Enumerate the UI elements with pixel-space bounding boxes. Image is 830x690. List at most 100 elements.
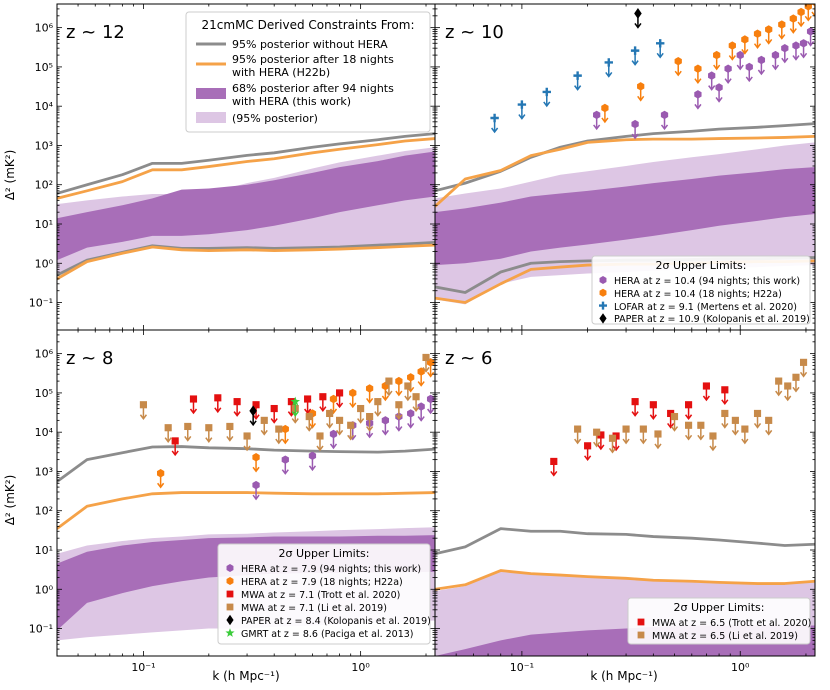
limit-marker: [233, 398, 241, 406]
legend-z10-item-3: LOFAR at z = 9.1 (Mertens et al. 2020): [614, 302, 797, 313]
limit-marker: [713, 50, 721, 60]
limit-arrow-head: [781, 57, 789, 64]
limit-arrow-head: [753, 43, 762, 49]
limit-marker: [728, 41, 736, 50]
limits-legend-z6-title: 2σ Upper Limits:: [674, 601, 765, 614]
limits-legend-z6: 2σ Upper Limits: MWA at z = 6.5 (Trott e…: [627, 597, 811, 645]
limit-arrow-head: [709, 445, 717, 452]
limit-marker: [604, 58, 613, 67]
limit-marker: [771, 50, 780, 60]
x-axis-label-right: k (h Mpc⁻¹): [590, 669, 657, 683]
limit-marker: [407, 409, 415, 418]
limit-arrow-head: [214, 407, 222, 414]
limit-marker: [326, 409, 334, 418]
limit-marker: [308, 451, 317, 461]
limit-marker: [799, 39, 808, 48]
limit-arrow-head: [775, 390, 783, 397]
panel-plot-area: [57, 132, 435, 281]
x-tick-label: 10⁰: [351, 661, 370, 674]
limit-arrow-head: [741, 49, 749, 55]
limit-marker: [252, 480, 260, 490]
limit-arrow-head: [184, 436, 192, 442]
limit-marker: [649, 401, 657, 409]
limit-arrow-head: [792, 386, 800, 393]
legend-marker: [226, 590, 234, 598]
limit-arrow-head: [631, 411, 639, 417]
line-gray-posterior: [57, 132, 435, 195]
limit-marker: [674, 56, 682, 66]
limit-arrow-head: [157, 482, 165, 489]
limit-marker: [329, 429, 338, 439]
limit-marker: [708, 71, 716, 80]
limit-marker: [593, 428, 601, 436]
limit-marker: [205, 424, 213, 432]
limit-marker: [656, 39, 665, 48]
limit-marker: [164, 424, 172, 432]
limit-marker: [417, 402, 425, 411]
legend-swatch-purple: [196, 88, 226, 99]
limit-marker: [792, 373, 800, 381]
limit-arrow-head: [305, 426, 313, 432]
limit-arrow-head: [404, 395, 412, 402]
legend-marker: [637, 618, 645, 626]
panel-frame: [434, 329, 816, 657]
limit-arrow-head: [335, 402, 344, 409]
limit-arrow-head: [395, 414, 403, 420]
limit-arrow-head: [797, 21, 805, 28]
legend-z8-item-2: HERA at z = 7.9 (18 nights; H22a): [241, 577, 403, 588]
limit-arrow-head: [335, 429, 344, 436]
limit-marker: [287, 398, 295, 406]
main-legend: 21cmMC Derived Constraints From: 95% pos…: [185, 11, 431, 133]
y-tick-label: 10¹: [35, 544, 53, 557]
limit-arrow-head: [792, 55, 800, 61]
limit-marker: [573, 71, 582, 80]
limit-marker: [366, 412, 374, 421]
limit-arrow-head: [374, 411, 382, 417]
limit-arrow-head: [395, 390, 403, 397]
limit-marker: [639, 425, 647, 433]
limit-marker: [381, 416, 390, 425]
y-tick-label: 10⁴: [35, 100, 54, 113]
legend-marker: [226, 564, 234, 572]
legend-marker: [599, 313, 607, 324]
limit-arrow-head: [427, 371, 435, 378]
limit-arrow-head: [139, 414, 148, 420]
limit-marker: [799, 358, 808, 366]
limit-arrow-head: [319, 406, 327, 412]
limit-arrow-head: [366, 426, 374, 432]
limit-arrow-head: [771, 64, 780, 71]
limit-arrow-head: [593, 441, 601, 448]
limit-arrow-head: [708, 85, 716, 91]
main-legend-item-1: 95% posterior without HERA: [232, 38, 388, 51]
legend-z8-item-1: HERA at z = 7.9 (94 nights; this work): [241, 564, 421, 575]
band-68-posterior: [435, 167, 815, 266]
x-tick-label: 10⁻¹: [510, 661, 534, 674]
limit-marker: [395, 376, 403, 386]
limit-marker: [753, 409, 762, 418]
legend-z10-item-2: HERA at z = 10.4 (18 nights; H22a): [614, 289, 782, 300]
limit-marker: [404, 382, 412, 390]
y-tick-label: 10¹: [35, 218, 53, 231]
limit-arrow-head: [789, 28, 797, 34]
x-axis-label-left: k (h Mpc⁻¹): [212, 669, 279, 683]
limit-marker: [789, 14, 797, 23]
limit-arrow-head: [631, 133, 639, 140]
limit-marker: [290, 396, 301, 406]
limit-marker: [281, 455, 289, 464]
limit-arrow-head: [741, 438, 749, 445]
limit-marker: [660, 110, 669, 120]
limit-arrow-head: [601, 117, 609, 124]
limit-marker: [349, 388, 357, 398]
limit-arrow-head: [205, 437, 213, 443]
limit-marker: [281, 424, 289, 434]
limit-arrow-head: [316, 445, 324, 452]
limit-arrow-head: [694, 78, 702, 84]
y-tick-label: 10⁰: [35, 257, 54, 270]
limit-arrow-head: [637, 95, 645, 102]
line-gray-posterior: [435, 527, 815, 556]
limit-marker: [336, 416, 344, 424]
limit-marker: [765, 416, 773, 424]
band-68-posterior: [57, 151, 435, 261]
limit-arrow-head: [252, 466, 260, 473]
limit-marker: [631, 398, 639, 406]
